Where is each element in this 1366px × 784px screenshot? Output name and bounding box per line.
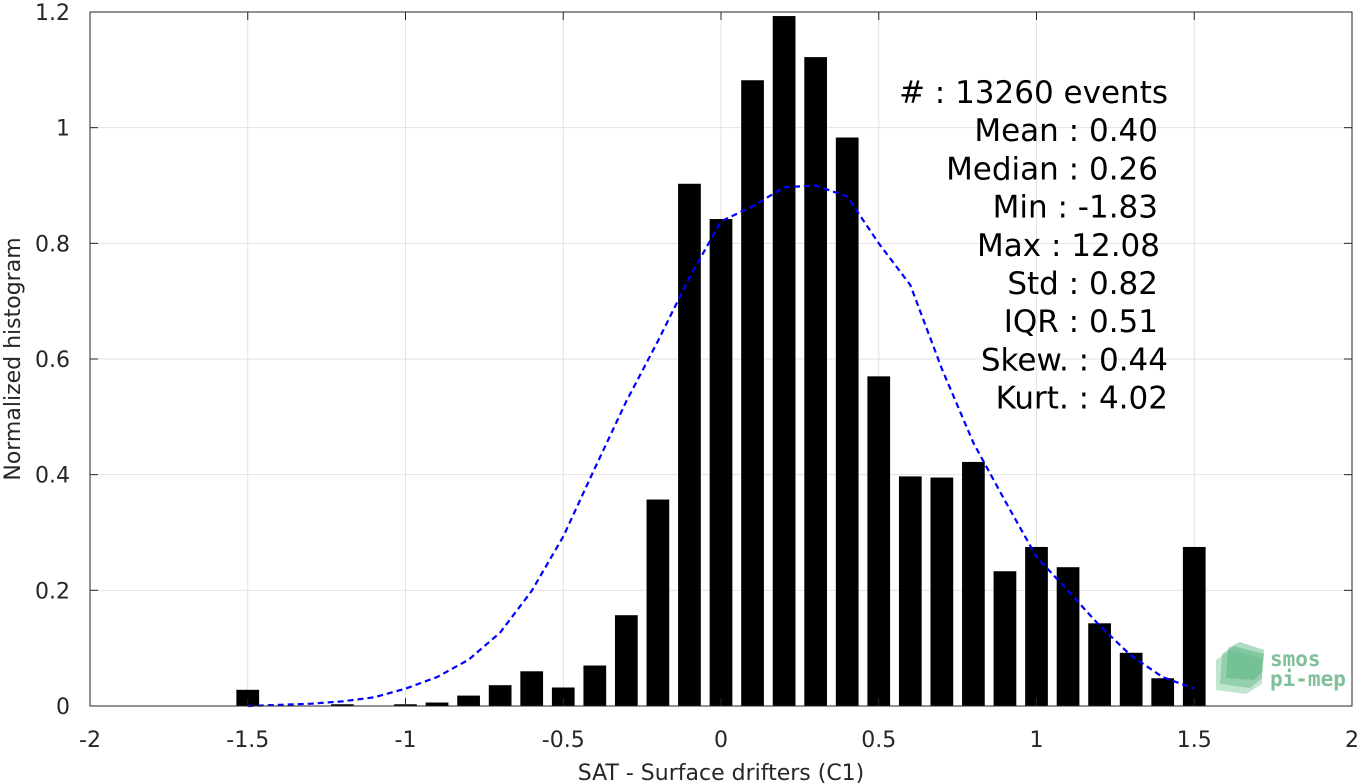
- smos-pi-mep-logo: smos pi-mep: [1216, 642, 1346, 694]
- stat-line: Mean : 0.40: [974, 113, 1158, 149]
- x-tick-label: 0.5: [861, 728, 896, 753]
- y-tick-label: 1.2: [35, 1, 70, 26]
- x-tick-label: 2: [1345, 728, 1359, 753]
- histogram-bar: [1025, 546, 1048, 706]
- histogram-bar: [646, 499, 670, 706]
- x-tick-label: -2: [79, 728, 101, 753]
- stat-line: Kurt. : 4.02: [996, 381, 1168, 417]
- histogram-bar: [962, 461, 985, 706]
- histogram-bar: [993, 571, 1017, 706]
- x-axis-title: SAT - Surface drifters (C1): [578, 761, 865, 784]
- stat-line: IQR : 0.51: [1004, 304, 1158, 340]
- x-tick-label: -1: [395, 728, 417, 753]
- histogram-bar: [898, 476, 922, 706]
- x-tick-label: 0: [714, 728, 728, 753]
- stat-line: Max : 12.08: [977, 228, 1160, 264]
- logo-text-smos: smos: [1270, 647, 1321, 671]
- histogram-bar: [583, 665, 607, 706]
- y-tick-label: 0: [56, 695, 70, 720]
- histogram-bar: [331, 704, 354, 706]
- stat-line: Median : 0.26: [946, 151, 1158, 187]
- x-tick-label: 1.5: [1177, 728, 1212, 753]
- histogram-bar: [1088, 623, 1111, 706]
- stat-line: Skew. : 0.44: [981, 342, 1168, 378]
- histogram-bar: [772, 16, 796, 706]
- stat-line: Std : 0.82: [1007, 266, 1158, 302]
- y-tick-label: 0.8: [35, 232, 70, 257]
- histogram-bar: [457, 695, 480, 706]
- histogram-bar: [236, 689, 260, 706]
- y-axis-title: Normalized histogram: [1, 237, 26, 480]
- y-tick-label: 1: [56, 117, 70, 142]
- x-tick-label: -1.5: [226, 728, 269, 753]
- x-tick-label: -0.5: [542, 728, 585, 753]
- x-tick-label: 1: [1030, 728, 1044, 753]
- histogram-bar: [520, 671, 544, 706]
- axis-ticks: [89, 11, 1353, 707]
- x-tick-labels: -2 -1.5 -1 -0.5 0 0.5 1 1.5 2: [79, 728, 1359, 753]
- y-tick-labels: 0 0.2 0.4 0.6 0.8 1 1.2: [35, 1, 70, 720]
- histogram-bar: [1151, 678, 1175, 706]
- histogram-bar: [835, 137, 859, 706]
- stat-line: # : 13260 events: [899, 75, 1168, 111]
- stat-line: Min : -1.83: [993, 190, 1158, 226]
- gaussian-fit-line: [247, 184, 1195, 708]
- logo-emblem-icon: [1216, 642, 1264, 694]
- histogram-bars: [236, 16, 1206, 707]
- histogram-bar: [867, 376, 891, 706]
- y-tick-label: 0.6: [35, 348, 70, 373]
- histogram-bar: [1119, 652, 1143, 706]
- fit-curve: [247, 184, 1195, 708]
- logo-text-pi-mep: pi-mep: [1270, 667, 1346, 691]
- histogram-bar: [551, 687, 575, 706]
- histogram-bar: [709, 219, 733, 706]
- histogram-bar: [930, 477, 954, 706]
- histogram-bar: [741, 80, 764, 706]
- histogram-bar: [614, 615, 638, 706]
- histogram-bar: [678, 183, 701, 706]
- histogram-bar: [425, 702, 449, 706]
- y-tick-label: 0.4: [35, 464, 70, 489]
- histogram-bar: [1182, 546, 1206, 706]
- histogram-bar: [804, 57, 828, 707]
- histogram-bar: [488, 685, 512, 706]
- y-tick-label: 0.2: [35, 579, 70, 604]
- histogram-bar: [1056, 567, 1080, 706]
